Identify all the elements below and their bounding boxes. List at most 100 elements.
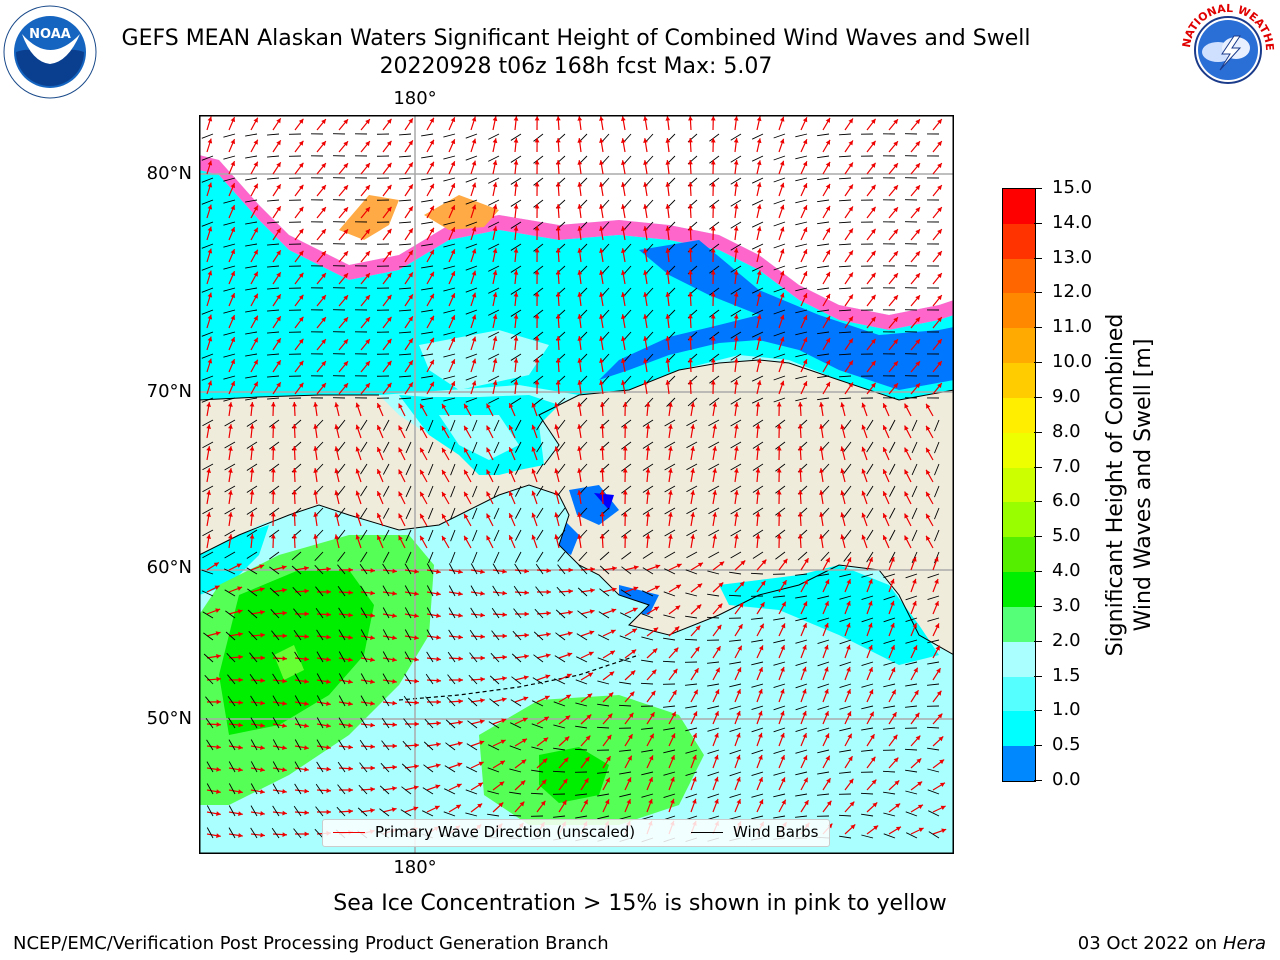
wave-direction-arrowhead bbox=[599, 226, 604, 231]
wave-direction-arrowhead bbox=[386, 272, 392, 278]
wave-direction-arrowhead bbox=[260, 811, 265, 816]
sea-ice-note: Sea Ice Concentration > 15% is shown in … bbox=[333, 891, 947, 916]
wind-barb bbox=[618, 704, 632, 707]
wave-direction-arrowhead bbox=[370, 679, 375, 684]
wave-direction-arrowhead bbox=[555, 182, 561, 187]
wave-direction-arrowhead bbox=[207, 182, 213, 188]
colorbar-segment bbox=[1003, 572, 1035, 608]
wave-direction-arrowhead bbox=[622, 424, 628, 429]
wind-barb bbox=[775, 485, 786, 494]
wind-barb bbox=[401, 786, 412, 795]
wave-direction-arrowhead bbox=[632, 607, 638, 613]
wave-direction-arrowhead bbox=[848, 140, 853, 146]
wind-barb bbox=[686, 463, 698, 471]
wave-direction-arrowhead bbox=[648, 755, 654, 761]
wave-direction-arrowhead bbox=[228, 424, 233, 429]
wave-direction-arrowhead bbox=[238, 744, 243, 750]
wind-barb bbox=[838, 331, 852, 334]
wave-direction-arrowhead bbox=[798, 468, 803, 473]
wave-direction-arrowhead bbox=[904, 447, 909, 453]
wind-barb bbox=[250, 827, 258, 839]
wave-direction-arrowhead bbox=[893, 163, 898, 169]
wind-barb bbox=[795, 353, 808, 358]
wind-barb bbox=[575, 815, 588, 819]
wave-direction-arrowhead bbox=[321, 141, 326, 147]
wind-barb bbox=[224, 485, 236, 493]
wind-barb bbox=[866, 463, 874, 475]
wave-direction-arrowhead bbox=[508, 469, 514, 475]
wave-direction-arrowhead bbox=[207, 380, 213, 386]
wave-direction-arrowhead bbox=[313, 534, 319, 539]
wave-direction-arrowhead bbox=[599, 336, 604, 341]
wave-direction-arrowhead bbox=[939, 782, 945, 788]
wave-direction-arrowhead bbox=[758, 732, 763, 738]
wave-direction-arrowhead bbox=[755, 446, 761, 451]
wind-barb bbox=[934, 441, 940, 454]
wave-direction-arrowhead bbox=[321, 317, 326, 323]
wave-direction-arrowhead bbox=[604, 799, 610, 805]
wave-direction-arrowhead bbox=[282, 700, 287, 706]
wave-direction-arrowhead bbox=[343, 229, 348, 235]
wave-direction-arrowhead bbox=[655, 564, 661, 570]
wind-barb bbox=[421, 309, 434, 313]
wind-barb bbox=[817, 683, 830, 689]
wave-direction-arrowhead bbox=[714, 776, 719, 782]
wind-barb bbox=[531, 723, 544, 729]
wind-barb bbox=[557, 551, 566, 562]
colorbar-tick-label: 1.5 bbox=[1052, 664, 1081, 686]
wave-direction-arrowhead bbox=[710, 336, 716, 341]
wind-barb bbox=[797, 551, 808, 561]
wind-barb bbox=[465, 397, 478, 403]
wave-direction-arrowhead bbox=[736, 754, 741, 760]
wave-direction-arrowhead bbox=[584, 756, 590, 762]
wind-barb bbox=[428, 551, 434, 564]
wave-direction-arrowhead bbox=[904, 425, 909, 431]
wind-barb bbox=[552, 770, 566, 773]
wind-barb bbox=[686, 441, 698, 449]
wave-direction-arrowhead bbox=[893, 251, 898, 257]
wave-direction-arrowhead bbox=[577, 468, 582, 473]
wind-barb bbox=[404, 607, 412, 619]
wave-direction-arrowhead bbox=[653, 627, 659, 633]
wave-direction-arrowhead bbox=[665, 358, 671, 363]
wind-barb bbox=[316, 717, 324, 729]
wind-barb bbox=[224, 589, 236, 597]
wind-barb bbox=[509, 745, 522, 751]
wave-direction-arrowhead bbox=[531, 446, 537, 452]
wave-direction-arrowhead bbox=[429, 293, 434, 299]
wind-barb bbox=[934, 419, 940, 432]
wind-barb bbox=[685, 749, 698, 754]
wind-barb bbox=[379, 808, 390, 817]
wind-barb bbox=[555, 632, 566, 641]
wave-direction-arrowhead bbox=[912, 645, 918, 651]
wave-direction-arrowhead bbox=[486, 469, 491, 475]
wind-barb bbox=[338, 695, 346, 707]
wind-barb bbox=[709, 287, 720, 296]
wave-direction-arrowhead bbox=[567, 631, 573, 636]
wind-barb bbox=[883, 833, 896, 839]
wind-barb bbox=[226, 652, 236, 663]
wave-direction-arrowhead bbox=[206, 402, 212, 407]
wave-direction-arrowhead bbox=[414, 635, 419, 640]
wave-direction-arrowhead bbox=[253, 271, 258, 277]
wave-direction-arrowhead bbox=[513, 336, 519, 341]
wave-direction-arrowhead bbox=[471, 358, 477, 364]
wave-direction-arrowhead bbox=[740, 560, 746, 566]
wave-direction-arrowhead bbox=[734, 446, 739, 451]
wave-direction-arrowhead bbox=[733, 182, 739, 187]
wave-direction-arrowhead bbox=[606, 734, 612, 740]
wind-barb bbox=[708, 485, 720, 493]
wave-direction-arrowhead bbox=[492, 182, 498, 188]
wind-barb bbox=[488, 375, 500, 382]
wind-barb bbox=[911, 507, 918, 520]
wave-direction-arrowhead bbox=[882, 513, 888, 519]
wind-barb bbox=[426, 563, 434, 575]
wind-barb bbox=[934, 551, 940, 564]
wave-direction-arrowhead bbox=[450, 381, 456, 387]
wave-direction-arrowhead bbox=[882, 469, 888, 475]
wave-direction-arrowhead bbox=[802, 755, 808, 761]
wave-direction-arrowhead bbox=[292, 534, 297, 539]
wave-direction-arrowhead bbox=[653, 606, 659, 612]
wave-direction-arrowhead bbox=[645, 534, 651, 539]
wind-barb bbox=[245, 353, 258, 357]
